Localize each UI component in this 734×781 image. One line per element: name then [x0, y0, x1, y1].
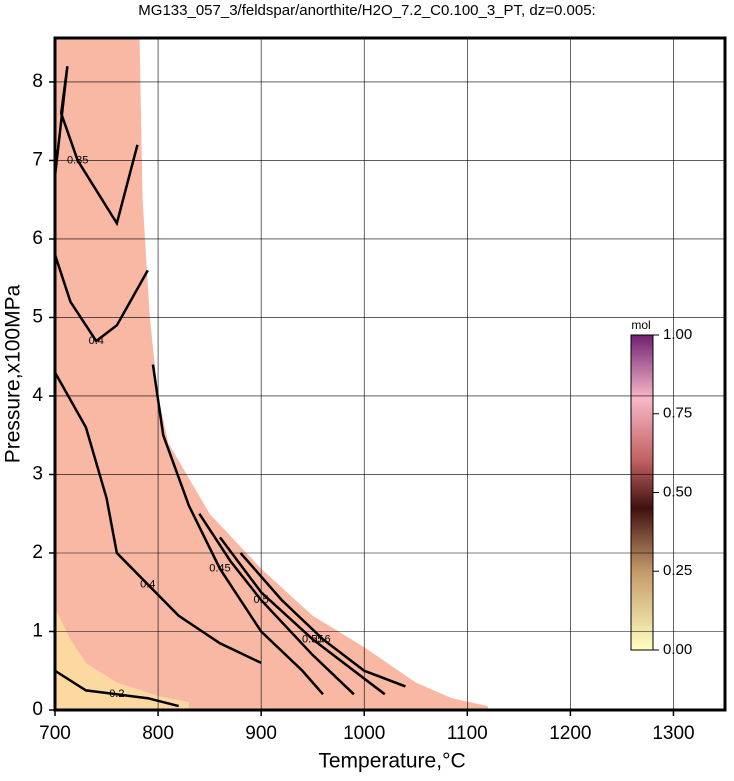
colorbar	[630, 334, 654, 651]
x-tick-label: 1200	[549, 723, 591, 744]
y-tick-label: 7	[32, 149, 43, 170]
x-tick-label: 1100	[447, 723, 488, 744]
y-axis-label: Pressure,x100MPa	[2, 284, 25, 463]
x-axis-label: Temperature,°C	[318, 750, 465, 773]
x-tick-label: 1000	[343, 723, 385, 744]
contour-line	[53, 254, 149, 343]
y-tick-label: 3	[32, 464, 43, 485]
y-tick-label: 5	[32, 306, 43, 327]
contour-label: 0.45	[209, 563, 230, 575]
contour-line	[239, 552, 406, 688]
plot-frame	[53, 36, 727, 712]
colorbar-tick-label: 0.75	[663, 405, 692, 422]
x-tick-label: 700	[39, 723, 71, 744]
y-tick-label: 1	[32, 621, 43, 642]
x-tick-label: 900	[245, 723, 277, 744]
contour-line	[53, 371, 262, 665]
field	[55, 38, 488, 710]
colorbar-tick-label: 0.25	[663, 562, 692, 579]
contour-label: 0.4	[89, 335, 104, 347]
contour-label: 0.4	[140, 578, 155, 590]
contour-label: 0.6	[315, 633, 330, 645]
chart-title: MG133_057_3/feldspar/anorthite/H2O_7.2_C…	[138, 2, 595, 19]
low-field	[55, 607, 189, 710]
x-tick-label: 1300	[652, 723, 694, 744]
colorbar-tick-label: 0.50	[663, 483, 692, 500]
contour-label: 0.2	[109, 688, 124, 700]
y-tick-label: 4	[32, 385, 43, 406]
y-tick-label: 2	[32, 542, 43, 563]
colorbar-label: mol	[631, 318, 650, 332]
y-tick-label: 8	[32, 71, 43, 92]
x-tick-label: 800	[142, 723, 174, 744]
colorbar-tick-label: 0.00	[663, 641, 692, 658]
contour-line	[151, 364, 324, 696]
colorbar-tick-label: 1.00	[663, 326, 692, 343]
contour-line	[53, 66, 139, 227]
y-tick-label: 6	[32, 228, 43, 249]
y-tick-label: 0	[32, 699, 43, 720]
